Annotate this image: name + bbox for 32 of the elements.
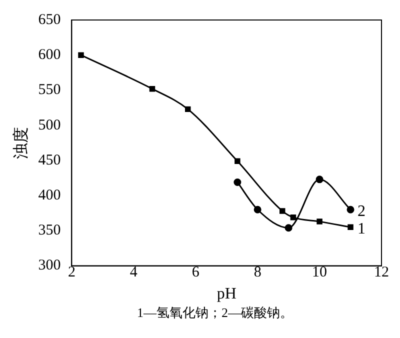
y-tick-label: 450 — [38, 152, 61, 168]
y-tick-label: 600 — [38, 47, 61, 64]
y-tick-label: 300 — [38, 258, 61, 274]
y-tick-label: 500 — [38, 117, 61, 134]
point — [290, 214, 296, 220]
x-tick-label: 2 — [68, 264, 76, 281]
point — [284, 224, 292, 232]
x-tick-label: 10 — [312, 264, 328, 281]
point — [279, 208, 286, 214]
x-tick-label: 8 — [254, 264, 262, 281]
y-tick-label: 350 — [38, 222, 61, 239]
y-tick-label: 650 — [38, 12, 61, 28]
y-axis-title: 浊度 — [12, 126, 30, 159]
x-tick-label: 6 — [192, 264, 200, 281]
point — [316, 176, 324, 184]
point — [346, 206, 354, 214]
x-axis-title: pH — [216, 286, 237, 303]
point — [234, 158, 240, 164]
point — [185, 106, 191, 112]
x-tick-label: 12 — [374, 264, 389, 281]
point — [348, 224, 354, 230]
x-tick-label: 4 — [130, 264, 138, 281]
point — [254, 206, 262, 214]
y-tick-label: 550 — [38, 82, 61, 98]
point — [234, 178, 242, 186]
series-label: 2 — [358, 202, 366, 220]
point — [316, 218, 322, 224]
text: 1—氢氧化钠；2—碳酸钠。 — [136, 304, 294, 322]
y-tick-label: 400 — [38, 188, 61, 204]
series-label: 1 — [358, 220, 366, 238]
point — [149, 86, 156, 92]
point — [78, 52, 84, 58]
